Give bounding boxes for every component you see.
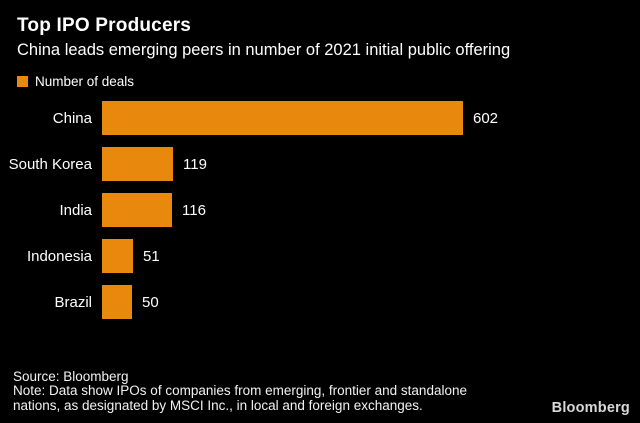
legend-label: Number of deals — [35, 73, 135, 89]
value-label: 50 — [142, 293, 159, 311]
legend-swatch-icon — [17, 75, 28, 87]
value-label: 116 — [182, 201, 206, 219]
legend: Number of deals — [17, 74, 623, 89]
bar-brazil — [102, 285, 132, 319]
value-label: 602 — [473, 109, 499, 127]
chart-footer: Source: Bloomberg Note: Data show IPOs o… — [13, 368, 467, 414]
category-label: Indonesia — [26, 247, 92, 265]
category-label: China — [52, 109, 92, 127]
bar-row: China 602 — [0, 101, 640, 135]
chart-title: Top IPO Producers — [17, 15, 192, 36]
category-label: Brazil — [54, 293, 92, 311]
category-label: South Korea — [8, 155, 92, 173]
source-text: Source: Bloomberg — [13, 368, 129, 384]
bar-chart: China 602 South Korea 119 India 116 Indonesia 5… — [0, 101, 640, 331]
chart-header: Top IPO Producers China leads emerging p… — [0, 0, 640, 89]
value-label: 51 — [143, 247, 160, 265]
bar-india — [102, 193, 172, 227]
note-line-1: Note: Data show IPOs of companies from e… — [13, 383, 467, 399]
bar-south-korea — [102, 147, 173, 181]
category-label: India — [59, 201, 92, 219]
bloomberg-logo: Bloomberg — [551, 400, 630, 416]
bar-row: Brazil 50 — [0, 285, 640, 319]
bar-indonesia — [102, 239, 133, 273]
bar-row: Indonesia 51 — [0, 239, 640, 273]
value-label: 119 — [183, 155, 207, 173]
note-line-2: nations, as designated by MSCI Inc., in … — [13, 398, 423, 414]
bar-row: India 116 — [0, 193, 640, 227]
bar-row: South Korea 119 — [0, 147, 640, 181]
chart-subtitle: China leads emerging peers in number of … — [17, 40, 511, 59]
bar-china — [102, 101, 463, 135]
